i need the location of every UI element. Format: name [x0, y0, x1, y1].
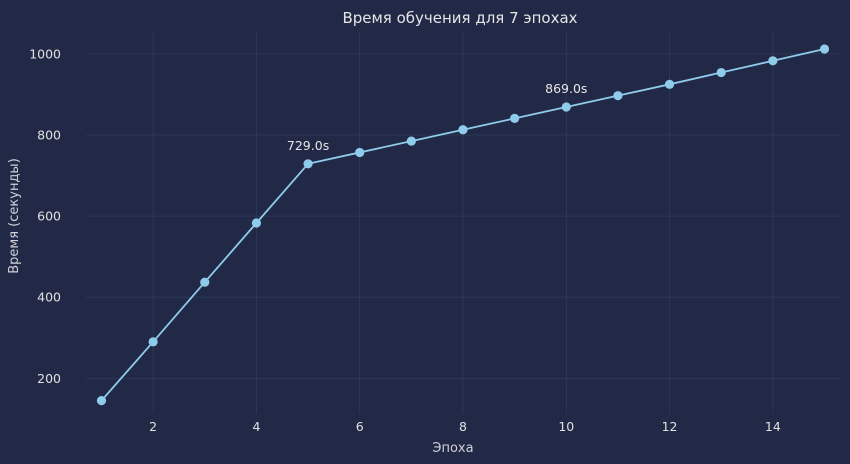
y-tick-label: 1000 — [29, 46, 61, 61]
y-tick-label: 200 — [37, 371, 61, 386]
x-tick-label: 4 — [252, 419, 260, 434]
data-point — [148, 337, 158, 347]
y-tick-label: 800 — [37, 128, 61, 143]
data-point — [716, 67, 726, 78]
data-point — [406, 136, 416, 146]
x-tick-label: 8 — [459, 419, 467, 434]
annotations: 729.0s 869.0s — [287, 81, 588, 153]
data-annotation: 729.0s — [287, 138, 329, 153]
x-tick-label: 6 — [356, 419, 364, 434]
data-point — [303, 159, 313, 169]
x-tick-labels: 2 4 6 8 10 12 14 — [149, 419, 781, 434]
y-tick-label: 400 — [37, 290, 61, 305]
x-tick-label: 12 — [662, 419, 678, 434]
data-point — [664, 79, 675, 89]
chart-title: Время обучения для 7 эпохах — [342, 9, 577, 27]
x-tick-label: 2 — [149, 419, 157, 434]
y-axis-label: Время (секунды) — [7, 158, 22, 274]
data-point — [768, 56, 778, 66]
data-point — [96, 396, 107, 406]
x-tick-label: 14 — [765, 419, 781, 434]
data-point — [251, 218, 262, 228]
data-point — [819, 44, 830, 54]
grid — [86, 32, 840, 414]
data-point — [200, 277, 210, 287]
data-annotation: 869.0s — [545, 81, 587, 96]
data-point — [613, 91, 623, 101]
data-point — [510, 113, 520, 123]
data-point — [561, 102, 571, 112]
y-tick-labels: 200 400 600 800 1000 — [29, 46, 61, 385]
x-axis-label: Эпоха — [432, 441, 473, 456]
data-points — [96, 44, 830, 406]
data-point — [458, 125, 468, 135]
y-tick-label: 600 — [37, 209, 61, 224]
x-tick-label: 10 — [558, 419, 574, 434]
data-point — [355, 147, 365, 158]
